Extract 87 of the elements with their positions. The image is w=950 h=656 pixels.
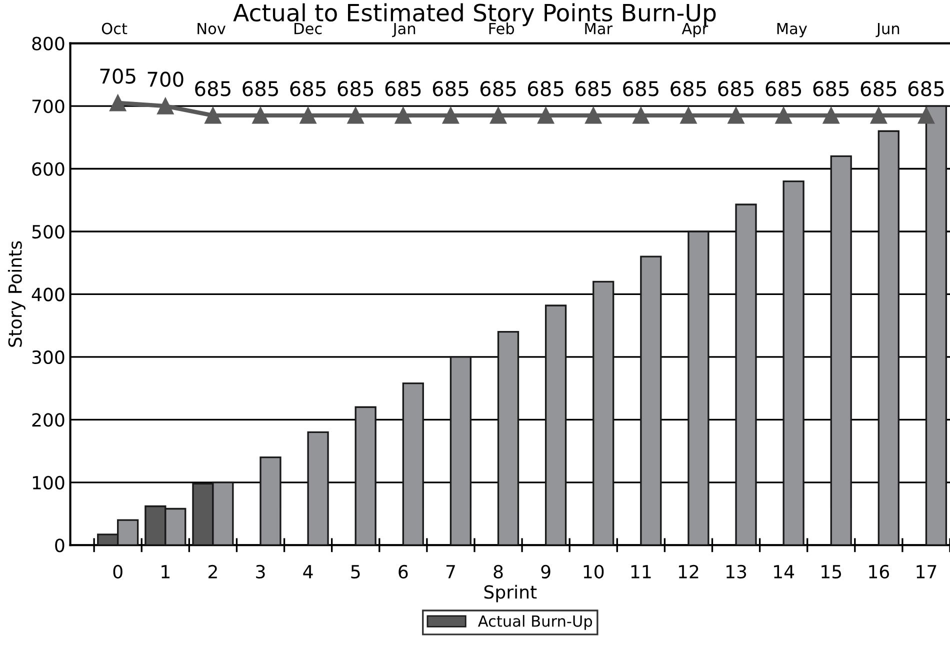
data-label: 685 [908,81,944,96]
x-tick-label: 7 [446,565,455,578]
point [870,107,888,124]
x-tick-label: 13 [726,564,746,579]
point [490,107,507,124]
x-tick-label: 9 [541,564,550,579]
text: Oct [102,22,128,34]
data-label: 705 [100,68,136,84]
y-tick-label: 600 [32,162,64,176]
bar [260,456,282,546]
y-tick-label: 400 [32,288,64,302]
data-label: 685 [338,81,374,96]
x-tick-label: 12 [678,564,698,578]
bar [735,204,757,546]
x-tick-label: 14 [774,565,794,578]
bar [925,105,948,546]
y-tick-label: 0 [55,538,64,552]
data-label: 685 [290,81,326,96]
point [394,107,412,124]
data-label: 685 [385,81,421,96]
y-tick-label: 700 [32,99,64,114]
point [728,107,744,124]
text: Jun [876,22,900,38]
bar [782,180,804,546]
data-label: 685 [480,81,516,96]
text: Mar [585,22,613,34]
point [918,107,935,124]
y-tick-label: 500 [32,224,64,239]
x-tick-label: 5 [351,565,360,579]
data-label: 685 [670,81,706,96]
x-tick-label: 6 [398,564,408,579]
point [775,107,792,124]
data-label: 685 [623,81,658,96]
x-tick-label: 10 [584,564,604,579]
point [347,107,364,124]
y-tick-label: 100 [32,476,64,490]
x-tick-label: 2 [208,564,217,578]
y-tick-label: 300 [32,350,64,364]
bar [544,304,567,546]
x-tick-label: 0 [113,564,122,579]
bar [354,406,376,546]
bar [402,382,424,546]
bar [307,431,329,546]
text: May [777,22,807,38]
point [204,107,222,124]
data-label: 700 [148,72,184,87]
x-tick-label: 1 [162,565,170,578]
bar [830,155,852,546]
y-tick-label: 800 [32,36,64,50]
data-label: 685 [576,81,611,96]
text: Jan [392,22,416,38]
point [680,107,697,124]
bar [640,256,662,546]
point [110,94,126,112]
text: Nov [198,22,226,34]
data-label: 685 [718,81,754,96]
point [157,98,174,114]
x-tick-label: 4 [303,565,313,578]
point [537,107,554,124]
x-tick-label: 17 [916,565,936,578]
legend-label: Actual Burn-Up [478,615,592,630]
point [442,107,460,124]
point [252,107,269,124]
x-axis-title: Sprint [484,584,537,602]
point [585,107,602,124]
bar [878,130,900,546]
x-tick-label: 16 [869,564,890,579]
data-label: 685 [813,81,849,96]
y-axis-title: Story Points [8,241,26,347]
x-tick-label: 8 [494,564,503,579]
data-label: 685 [195,81,230,96]
x-tick-label: 15 [822,565,842,579]
point [632,107,650,124]
data-label: 685 [860,81,896,96]
data-label: 685 [432,81,468,96]
point [822,107,840,124]
bar [688,230,710,546]
data-label: 685 [766,81,802,96]
bar [450,356,472,546]
data-label: 685 [242,81,278,96]
bar [592,280,614,546]
data-label: 685 [528,81,564,96]
point [300,107,316,124]
x-tick-label: 3 [256,564,265,579]
y-tick-label: 200 [32,413,64,427]
bar [497,331,520,546]
x-tick-label: 11 [631,565,651,578]
